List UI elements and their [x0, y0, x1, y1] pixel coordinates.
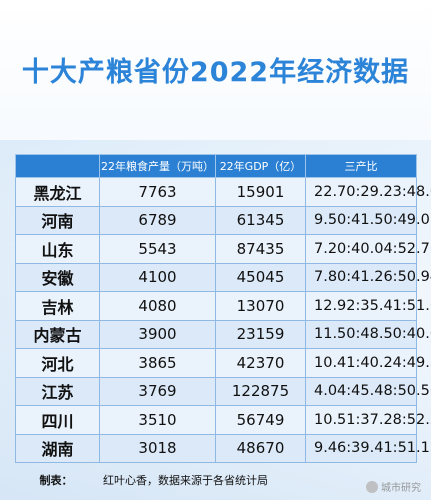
- table-row: 四川 3510 56749 10.51:37.28:52.21: [15, 405, 431, 435]
- table-header-row: 22年粮食产量（万吨） 22年GDP（亿） 三产比: [15, 154, 417, 178]
- grain-cell: 6789: [99, 205, 216, 235]
- grain-cell: 3865: [99, 348, 216, 378]
- ratio-cell: 10.41:40.24:49.35: [305, 348, 431, 378]
- header-province: [15, 154, 100, 178]
- ratio-cell: 22.70:29.23:48.07: [305, 177, 431, 207]
- ratio-cell: 9.46:39.41:51.13: [305, 433, 431, 463]
- page-title: 十大产粮省份2022年经济数据: [21, 57, 410, 88]
- table-row: 黑龙江 7763 15901 22.70:29.23:48.07: [15, 177, 431, 207]
- header-industry-ratio: 三产比: [305, 154, 417, 178]
- ratio-cell: 7.80:41.26:50.94: [305, 262, 431, 292]
- province-cell: 江苏: [15, 376, 100, 406]
- table-row: 吉林 4080 13070 12.92:35.41:51.67: [15, 291, 431, 321]
- province-cell: 安徽: [15, 262, 100, 292]
- grain-cell: 5543: [99, 234, 216, 264]
- ratio-cell: 7.20:40.04:52.76: [305, 234, 431, 264]
- grain-cell: 3769: [99, 376, 216, 406]
- table-row: 安徽 4100 45045 7.80:41.26:50.94: [15, 262, 431, 292]
- gdp-cell: 42370: [215, 348, 306, 378]
- gdp-cell: 122875: [215, 376, 306, 406]
- grain-cell: 7763: [99, 177, 216, 207]
- gdp-cell: 45045: [215, 262, 306, 292]
- province-cell: 吉林: [15, 291, 100, 321]
- footer-label: 制表：: [39, 474, 73, 487]
- gdp-cell: 15901: [215, 177, 306, 207]
- table-row: 内蒙古 3900 23159 11.50:48.50:40.0: [15, 319, 431, 349]
- ratio-cell: 12.92:35.41:51.67: [305, 291, 431, 321]
- province-cell: 四川: [15, 405, 100, 435]
- watermark: 城市研究: [366, 479, 421, 494]
- grain-cell: 3510: [99, 405, 216, 435]
- header-grain-output: 22年粮食产量（万吨）: [99, 154, 216, 178]
- gdp-cell: 56749: [215, 405, 306, 435]
- table-row: 江苏 3769 122875 4.04:45.48:50.56: [15, 376, 431, 406]
- gdp-cell: 23159: [215, 319, 306, 349]
- ratio-cell: 10.51:37.28:52.21: [305, 405, 431, 435]
- grain-cell: 3018: [99, 433, 216, 463]
- province-cell: 黑龙江: [15, 177, 100, 207]
- table-footer: 制表： 红叶心香，数据来源于各省统计局: [15, 466, 416, 494]
- province-cell: 湖南: [15, 433, 100, 463]
- table-row: 湖南 3018 48670 9.46:39.41:51.13: [15, 433, 431, 463]
- table-row: 河北 3865 42370 10.41:40.24:49.35: [15, 348, 431, 378]
- province-cell: 山东: [15, 234, 100, 264]
- data-table: 22年粮食产量（万吨） 22年GDP（亿） 三产比 黑龙江 7763 15901…: [15, 154, 431, 463]
- gdp-cell: 48670: [215, 433, 306, 463]
- table-row: 山东 5543 87435 7.20:40.04:52.76: [15, 234, 431, 264]
- province-cell: 内蒙古: [15, 319, 100, 349]
- ratio-cell: 9.50:41.50:49.0: [305, 205, 430, 235]
- ratio-cell: 4.04:45.48:50.56: [305, 376, 431, 406]
- ratio-cell: 11.50:48.50:40.0: [305, 319, 431, 349]
- table-row: 河南 6789 61345 9.50:41.50:49.0: [15, 205, 430, 235]
- data-table-container: 22年粮食产量（万吨） 22年GDP（亿） 三产比 黑龙江 7763 15901…: [15, 154, 431, 463]
- grain-cell: 4080: [99, 291, 216, 321]
- grain-cell: 3900: [99, 319, 216, 349]
- watermark-text: 城市研究: [381, 483, 421, 494]
- province-cell: 河南: [15, 205, 100, 235]
- gdp-cell: 13070: [215, 291, 306, 321]
- header-gdp: 22年GDP（亿）: [215, 154, 306, 178]
- gdp-cell: 87435: [215, 234, 306, 264]
- province-cell: 河北: [15, 348, 100, 378]
- watermark-logo-icon: [366, 480, 378, 493]
- grain-cell: 4100: [99, 262, 216, 292]
- footer-source-text: 红叶心香，数据来源于各省统计局: [103, 474, 268, 487]
- gdp-cell: 61345: [215, 205, 306, 235]
